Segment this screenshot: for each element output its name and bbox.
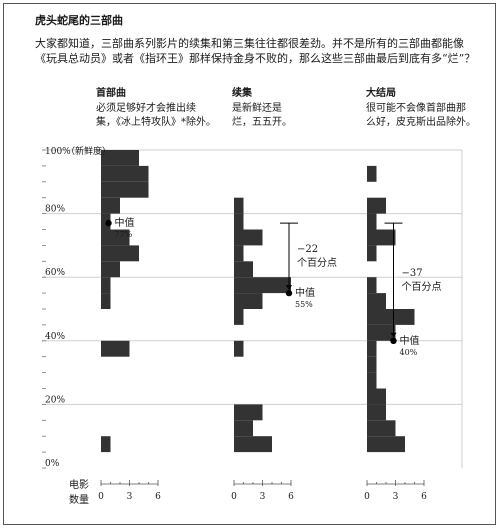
x-tick-label: 0 xyxy=(231,492,237,502)
y-tick-label: 0% xyxy=(45,459,60,469)
histogram-bar xyxy=(101,245,139,262)
histogram-bar xyxy=(101,229,130,246)
histogram-bar xyxy=(234,293,263,309)
median-value: 77% xyxy=(115,230,133,239)
drop-unit-label: 个百分点 xyxy=(402,281,442,293)
x-axis-label-line-1: 电影 xyxy=(69,478,89,491)
y-tick-label: 60% xyxy=(45,268,65,278)
column-desc-sequel-line-1: 是新鲜还是 xyxy=(232,103,282,114)
histogram-bar xyxy=(101,277,111,294)
median-label: 中值 xyxy=(295,286,315,299)
histogram-bar xyxy=(367,197,386,214)
histogram-bar xyxy=(367,213,377,230)
histogram-bar xyxy=(101,150,139,166)
y-unit-label: （新鲜度） xyxy=(66,145,111,157)
column-desc-finale-line-1: 很可能不会像首部曲那 xyxy=(366,103,466,114)
x-tick-label: 6 xyxy=(421,492,427,502)
median-dot xyxy=(390,337,397,344)
intro-line-2: 《玩具总动员》或者《指环王》那样保持金身不败的，那么这些三部曲最后到底有多“烂”… xyxy=(35,52,476,65)
histogram-bar xyxy=(101,261,120,278)
drop-unit-label: 个百分点 xyxy=(297,257,337,269)
median-dot xyxy=(285,289,293,297)
x-tick-label: 3 xyxy=(127,492,133,502)
histogram-bar xyxy=(367,229,396,246)
column-desc-first-line-2: 集，《冰上特攻队》*除外。 xyxy=(96,117,216,128)
histogram-bar xyxy=(367,309,415,325)
histogram-bar xyxy=(367,165,377,182)
histogram-bar xyxy=(234,309,244,325)
column-desc-first-line-1: 必须足够好才会推出续 xyxy=(96,103,196,114)
drop-arrowhead xyxy=(390,332,397,338)
drop-amount-label: −22 xyxy=(297,244,318,255)
x-axis-label-line-2: 数量 xyxy=(69,493,89,506)
y-tick-label: 100% xyxy=(45,147,71,157)
column-heading-first: 首部曲 xyxy=(96,88,126,99)
column-desc-sequel-line-2: 烂，五五开。 xyxy=(232,117,292,128)
histogram-bar xyxy=(367,404,386,421)
x-tick-label: 3 xyxy=(260,492,266,502)
histogram-bar xyxy=(367,245,377,262)
column-heading-finale: 大结局 xyxy=(366,88,396,99)
histogram-bar xyxy=(101,340,130,357)
histogram-bar xyxy=(367,372,377,389)
histogram-bar xyxy=(234,261,253,278)
y-tick-label: 80% xyxy=(45,205,65,215)
x-tick-label: 0 xyxy=(98,492,104,502)
histogram-bar xyxy=(367,420,396,437)
histogram-bar xyxy=(234,436,272,453)
histogram-bar xyxy=(101,181,149,198)
histogram-bar xyxy=(101,436,111,453)
column-desc-finale-line-2: 么好，皮克斯出品除外。 xyxy=(366,117,476,128)
histogram-bar xyxy=(101,197,120,214)
histogram-bar xyxy=(101,293,111,309)
x-tick-label: 6 xyxy=(288,492,294,502)
drop-amount-label: −37 xyxy=(402,268,423,279)
histogram-bar xyxy=(367,388,386,405)
histogram-bar xyxy=(234,340,244,357)
drop-arrowhead xyxy=(286,285,292,291)
histogram-bar xyxy=(367,324,396,341)
histogram-bar xyxy=(234,404,263,421)
median-value: 40% xyxy=(400,348,418,357)
median-label: 中值 xyxy=(115,216,135,229)
histogram-bar xyxy=(367,340,377,357)
histogram-bar xyxy=(367,436,405,453)
histogram-bar xyxy=(101,165,149,182)
histogram-bar xyxy=(234,245,244,262)
page-title: 虎头蛇尾的三部曲 xyxy=(35,14,123,27)
histogram-bar xyxy=(367,356,377,373)
histogram-bar xyxy=(234,277,291,294)
histogram-bar xyxy=(367,293,386,309)
histogram-bar xyxy=(234,197,244,214)
median-value: 55% xyxy=(295,300,313,309)
y-tick-label: 40% xyxy=(45,332,65,342)
histogram-bar xyxy=(234,420,253,437)
x-tick-label: 3 xyxy=(393,492,399,502)
median-dot xyxy=(105,219,112,227)
histogram-bar xyxy=(367,277,377,294)
column-heading-sequel: 续集 xyxy=(232,88,252,99)
x-tick-label: 6 xyxy=(155,492,161,502)
histogram-bar xyxy=(234,229,263,246)
median-label: 中值 xyxy=(400,334,420,347)
intro-line-1: 大家都知道，三部曲系列影片的续集和第三集往往都很差劲。并不是所有的三部曲都能像 xyxy=(35,37,464,50)
y-tick-label: 20% xyxy=(45,395,65,405)
x-tick-label: 0 xyxy=(364,492,370,502)
histogram-bar xyxy=(234,213,244,230)
